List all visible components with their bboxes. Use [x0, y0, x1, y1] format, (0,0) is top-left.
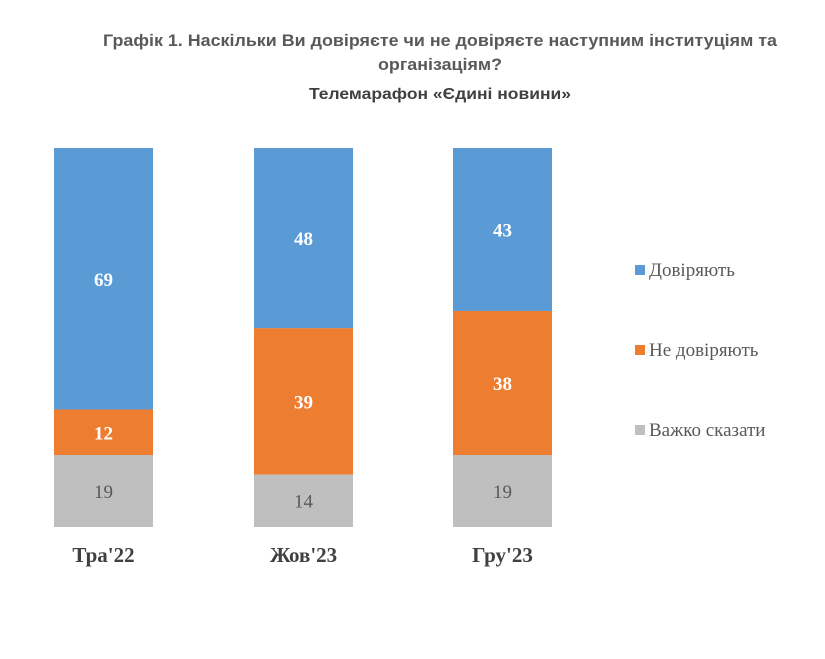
- chart-title-line-1: Графік 1. Наскільки Ви довіряєте чи не д…: [103, 31, 778, 50]
- data-label: 69: [94, 270, 113, 291]
- data-label: 48: [294, 229, 313, 250]
- category-label: Тра'22: [72, 543, 134, 567]
- bar-segment-unsure: [54, 454, 153, 527]
- data-label: 12: [94, 423, 113, 444]
- data-label: 19: [94, 482, 113, 503]
- chart-title-line-2: організаціям?: [378, 55, 502, 74]
- bar-segment-trust: [453, 148, 552, 311]
- data-label: 38: [493, 374, 512, 395]
- data-label: 43: [493, 220, 512, 241]
- legend-swatch: [635, 345, 645, 355]
- bar-segment-distrust: [453, 310, 552, 455]
- chart-subtitle: Телемарафон «Єдині новини»: [309, 86, 571, 103]
- data-label: 19: [493, 482, 512, 503]
- bar-segment-unsure: [453, 454, 552, 527]
- legend-swatch: [635, 425, 645, 435]
- legend-item: Довіряють: [635, 260, 735, 281]
- bar-segment-unsure: [254, 474, 353, 527]
- legend-swatch: [635, 265, 645, 275]
- legend-label: Довіряють: [649, 260, 735, 281]
- bar-segment-distrust: [54, 409, 153, 455]
- legend-label: Важко сказати: [649, 420, 765, 441]
- data-label: 14: [294, 492, 314, 513]
- category-label: Гру'23: [472, 543, 533, 567]
- bar-segment-trust: [54, 148, 153, 410]
- legend-item: Не довіряють: [635, 340, 759, 361]
- data-label: 39: [294, 392, 313, 413]
- legend-item: Важко сказати: [635, 420, 765, 441]
- bar-segment-trust: [254, 148, 353, 329]
- bar-segment-distrust: [254, 328, 353, 475]
- category-label: Жов'23: [270, 543, 337, 567]
- legend-label: Не довіряють: [649, 340, 759, 361]
